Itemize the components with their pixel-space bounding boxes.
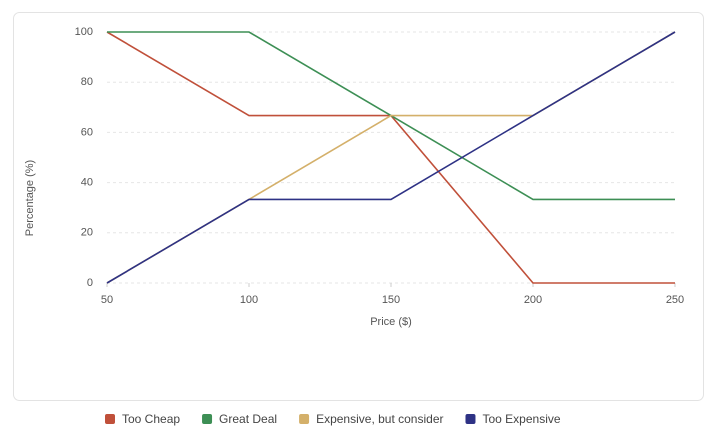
legend-label: Great Deal [219,412,277,426]
legend-swatch [299,414,310,424]
legend-swatch [465,414,476,424]
y-tick-label: 40 [81,177,93,189]
legend-label: Too Cheap [122,412,180,426]
legend-label: Expensive, but consider [316,412,443,426]
card [13,12,704,401]
legend-label: Too Expensive [482,412,560,426]
y-axis-label: Percentage (%) [24,160,36,236]
series-line [106,31,676,284]
x-tick-label: 50 [101,294,113,306]
y-tick-label: 0 [87,277,93,289]
y-tick-label: 20 [81,227,93,239]
y-tick-label: 60 [81,126,93,138]
y-tick-label: 100 [75,26,93,38]
x-tick-label: 200 [524,294,542,306]
y-tick-label: 80 [81,76,93,88]
x-tick-label: 150 [382,294,400,306]
x-tick-label: 250 [666,294,684,306]
x-tick-label: 100 [240,294,258,306]
legend-swatch [202,414,213,424]
x-axis-label: Price ($) [370,316,412,328]
legend-swatch [105,414,115,424]
